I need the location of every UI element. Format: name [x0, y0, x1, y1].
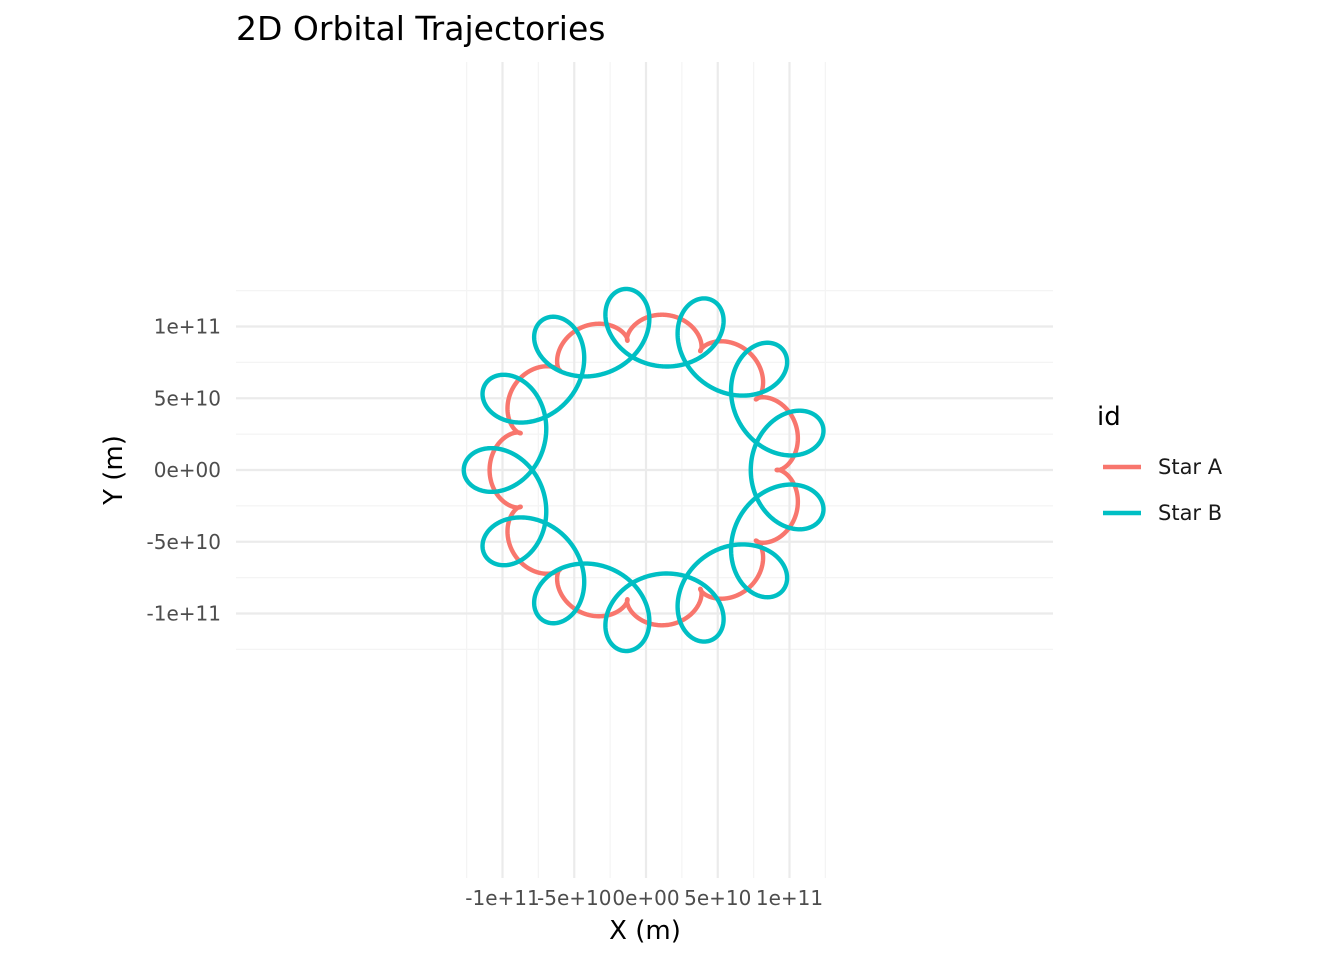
legend-label-star-a: Star A [1158, 455, 1223, 479]
x-tick-label: 1e+11 [756, 886, 823, 910]
x-tick-label: 0e+00 [612, 886, 679, 910]
y-tick-label: 1e+11 [154, 315, 221, 339]
series-layer [461, 286, 826, 654]
y-axis-ticks: 1e+11 5e+10 0e+00 -5e+10 -1e+11 [147, 315, 221, 626]
y-tick-label: -5e+10 [147, 530, 221, 554]
grid-lines [236, 62, 1053, 878]
y-tick-label: 0e+00 [154, 458, 221, 482]
series-line-star-a [487, 312, 801, 628]
x-axis-title: X (m) [609, 916, 681, 946]
legend: id Star A Star B [1097, 402, 1223, 525]
series-line-star-b [461, 286, 826, 654]
chart-title: 2D Orbital Trajectories [236, 9, 605, 48]
x-tick-label: -1e+11 [465, 886, 539, 910]
y-tick-label: 5e+10 [154, 386, 221, 410]
x-axis-ticks: -1e+11-5e+10 0e+00 5e+10 1e+11 [465, 886, 823, 910]
y-axis-title: Y (m) [99, 435, 129, 506]
x-tick-label: 5e+10 [684, 886, 751, 910]
x-tick-label: -5e+10 [537, 886, 611, 910]
legend-title: id [1097, 402, 1121, 432]
y-tick-label: -1e+11 [147, 602, 221, 626]
legend-label-star-b: Star B [1158, 501, 1222, 525]
